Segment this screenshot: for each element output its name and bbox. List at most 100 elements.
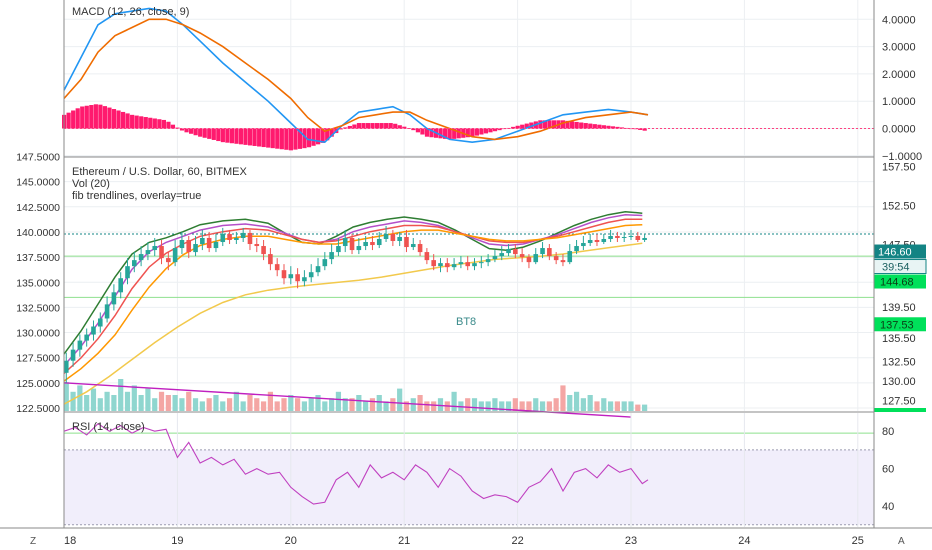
candle-body <box>499 253 505 257</box>
level-badge <box>874 274 926 289</box>
macd-hist-bar <box>152 118 157 129</box>
macd-hist-bar <box>374 123 380 129</box>
candle-body <box>227 233 232 240</box>
macd-hist-bar <box>470 128 475 137</box>
candle-body <box>70 349 76 361</box>
price-right-axis[interactable]: 127.50130.00132.50135.50139.50147.50152.… <box>882 162 916 408</box>
candle-body <box>513 249 518 255</box>
macd-hist-bar <box>80 106 85 129</box>
macd-hist-bar <box>497 128 502 131</box>
candle-body <box>308 272 314 278</box>
price-left-tick-label: 130.0000 <box>16 328 60 340</box>
macd-hist-bar <box>592 124 597 129</box>
macd-hist-bar <box>116 110 121 129</box>
macd-hist-bar <box>579 122 584 129</box>
rsi-y-axis[interactable]: 40 60 80 <box>882 426 894 513</box>
price-left-axis[interactable]: 122.5000 125.0000 127.5000 130.0000 132.5000… <box>16 152 60 416</box>
macd-hist-bar <box>597 124 602 129</box>
candle-body <box>111 292 117 305</box>
macd-hist-bar <box>379 123 384 129</box>
volume-bar <box>322 401 328 411</box>
macd-hist-bar <box>420 128 425 135</box>
time-tick-label: 23 <box>625 535 637 547</box>
candle-body <box>492 256 498 260</box>
macd-hist-bar <box>257 128 262 147</box>
macd-hist-bar <box>243 128 248 145</box>
candle-body <box>206 237 212 249</box>
price-right-tick-label: 132.50 <box>882 357 916 369</box>
macd-hist-bar <box>148 117 153 129</box>
macd-hist-bar <box>107 107 112 129</box>
macd-hist-bar <box>84 105 89 129</box>
volume-bar <box>628 401 634 411</box>
price-title: Ethereum / U.S. Dollar, 60, BITMEX <box>72 166 248 178</box>
volume-bar <box>124 391 131 411</box>
macd-hist-bar <box>134 115 139 129</box>
level-badge-label: 144.68 <box>880 277 914 289</box>
candle-body <box>438 263 443 267</box>
volume-bar <box>295 398 301 411</box>
macd-hist-bar <box>429 128 434 138</box>
macd-hist-bar <box>311 128 316 146</box>
candle-body <box>240 232 246 238</box>
macd-hist-bar <box>538 120 543 129</box>
macd-hist-bar <box>397 125 402 129</box>
trendline[interactable] <box>63 382 632 418</box>
candle-body <box>220 233 226 243</box>
macd-hist-bar <box>483 128 489 134</box>
volume-bar <box>492 398 498 411</box>
macd-hist-bar <box>624 127 629 129</box>
volume-bar <box>635 404 641 411</box>
last-price-badge <box>874 244 926 259</box>
macd-hist-bar <box>424 128 430 137</box>
macd-y-axis[interactable]: −1.0000 0.0000 1.0000 2.0000 3.0000 4.0000 <box>882 14 922 163</box>
volume-bar <box>70 391 76 411</box>
macd-hist-bar <box>474 128 479 136</box>
rsi-pane[interactable]: RSI (14, close) 40 60 80 <box>63 413 894 527</box>
volume-bar <box>499 401 505 411</box>
price-levels <box>64 233 874 434</box>
volume-bar <box>131 385 137 411</box>
macd-y-tick-label: 3.0000 <box>882 42 916 54</box>
volume-bar <box>485 401 491 411</box>
macd-hist-bar <box>125 113 130 129</box>
macd-hist-bar <box>393 123 398 129</box>
macd-hist-bar <box>130 114 135 129</box>
macd-hist-bar <box>488 128 493 133</box>
time-tick-label: 18 <box>64 535 76 547</box>
time-axis[interactable]: 18 19 20 21 22 23 24 25 <box>64 535 864 547</box>
level-badge-label: 137.53 <box>880 319 914 331</box>
corner-right-label[interactable]: A <box>898 536 905 547</box>
rsi-y-tick-label: 40 <box>882 501 894 513</box>
macd-hist-bar <box>247 128 253 146</box>
candle-body <box>247 232 253 245</box>
candle-body <box>540 248 545 255</box>
price-pane[interactable]: Ethereum / U.S. Dollar, 60, BITMEX Vol (… <box>16 152 927 434</box>
corner-left-label[interactable]: Z <box>30 536 36 547</box>
candle-body <box>370 242 375 246</box>
signal-line <box>63 18 649 141</box>
macd-pane[interactable]: MACD (12, 26, close, 9) −1.0000 0.0000 1.0… <box>62 0 922 163</box>
macd-y-tick-label: 2.0000 <box>882 69 916 81</box>
candle-body <box>261 246 266 255</box>
macd-hist-bar <box>193 128 198 136</box>
candle-body <box>315 266 321 273</box>
candle-body <box>608 235 613 239</box>
macd-hist-bar <box>384 123 389 129</box>
macd-hist-bar <box>447 128 452 140</box>
volume-bar <box>315 395 321 411</box>
volume-bar <box>519 401 525 411</box>
volume-bar <box>111 395 117 411</box>
candle-body <box>642 237 647 240</box>
macd-hist-bar <box>229 128 235 144</box>
macd-hist-bar <box>71 110 76 129</box>
candle-body <box>581 243 586 247</box>
volume-bar <box>335 391 342 411</box>
volume-bar <box>226 398 233 411</box>
candle-body <box>91 326 96 335</box>
volume-bar <box>390 398 396 411</box>
macd-hist-bar <box>565 120 570 129</box>
macd-hist-bar <box>266 128 271 148</box>
volume-bar <box>601 398 607 411</box>
